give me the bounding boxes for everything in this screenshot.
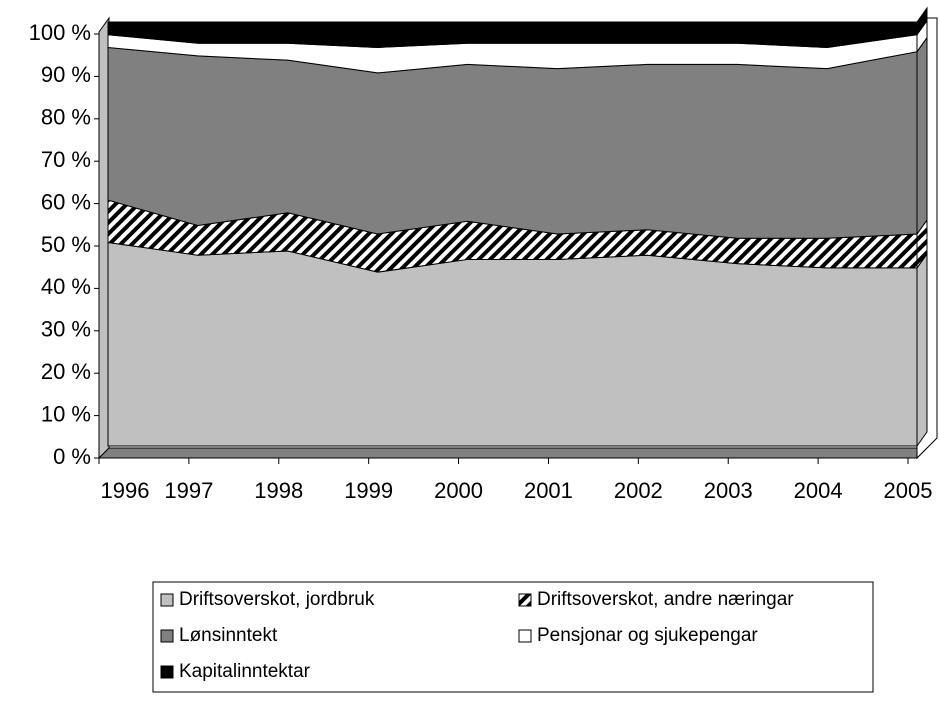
x-tick-label: 2000 bbox=[434, 478, 483, 503]
legend-swatch bbox=[518, 629, 532, 643]
legend-swatch bbox=[160, 593, 174, 607]
y-tick-label: 40 % bbox=[41, 274, 91, 299]
legend bbox=[152, 581, 874, 693]
x-tick-label: 1999 bbox=[344, 478, 393, 503]
legend-label: Kapitalinntektar bbox=[179, 661, 311, 682]
legend-swatch bbox=[160, 629, 174, 643]
area-side bbox=[916, 252, 928, 448]
legend-label: Driftsoverskot, jordbruk bbox=[179, 589, 375, 610]
area bbox=[107, 46, 918, 239]
y-tick-label: 70 % bbox=[41, 147, 91, 172]
area bbox=[107, 241, 918, 447]
legend-label: Pensjonar og sjukepengar bbox=[537, 625, 758, 646]
y-tick-label: 0 % bbox=[53, 444, 91, 469]
y-tick-label: 60 % bbox=[41, 189, 91, 214]
y-tick-label: 90 % bbox=[41, 62, 91, 87]
x-tick-label: 2002 bbox=[614, 478, 663, 503]
x-tick-label: 1998 bbox=[254, 478, 303, 503]
area-side bbox=[916, 36, 928, 236]
y-tick-label: 30 % bbox=[41, 317, 91, 342]
legend-swatch bbox=[518, 593, 532, 607]
area-side bbox=[916, 6, 928, 37]
x-tick-label: 2001 bbox=[524, 478, 573, 503]
x-tick-label: 1996 bbox=[101, 478, 150, 503]
area bbox=[107, 21, 918, 48]
y-tick-label: 80 % bbox=[41, 105, 91, 130]
x-tick-label: 2003 bbox=[704, 478, 753, 503]
x-tick-label: 2005 bbox=[884, 478, 933, 503]
legend-label: Driftsoverskot, andre næringar bbox=[537, 589, 794, 610]
y-tick-label: 10 % bbox=[41, 401, 91, 426]
y-tick-label: 50 % bbox=[41, 232, 91, 257]
legend-label: Lønsinntekt bbox=[179, 625, 278, 646]
x-tick-label: 2004 bbox=[794, 478, 843, 503]
x-tick-label: 1997 bbox=[164, 478, 213, 503]
legend-swatch bbox=[160, 665, 174, 679]
y-tick-label: 100 % bbox=[29, 20, 91, 45]
floor bbox=[97, 447, 929, 459]
y-tick-label: 20 % bbox=[41, 359, 91, 384]
